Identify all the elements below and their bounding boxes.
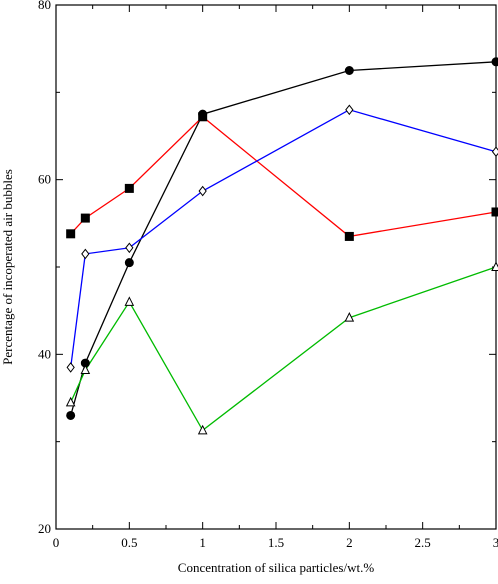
y-tick-label: 20	[38, 521, 51, 536]
series-1-point	[345, 67, 353, 75]
axis-ticks	[56, 5, 496, 529]
series-1-point	[125, 259, 133, 267]
x-tick-label: 1.5	[268, 535, 284, 550]
series-markers	[67, 58, 498, 434]
series-2-point	[125, 184, 133, 192]
series-1-point	[492, 58, 498, 66]
series-3-line	[71, 110, 496, 368]
series-4-point	[199, 426, 207, 434]
series-2-point	[199, 113, 207, 121]
series-2-point	[345, 232, 353, 240]
series-3-point	[82, 249, 89, 258]
x-tick-label: 3	[493, 535, 498, 550]
x-tick-label: 0	[53, 535, 60, 550]
x-axis-label: Concentration of silica particles/wt.%	[178, 560, 375, 575]
series-3-point	[346, 105, 353, 114]
series-4-line	[71, 267, 496, 430]
series-2-point	[67, 230, 75, 238]
series-3-point	[126, 243, 133, 252]
x-tick-label: 0.5	[121, 535, 137, 550]
series-2-line	[71, 117, 496, 237]
y-tick-label: 80	[38, 0, 51, 12]
y-axis-label: Percentage of incoperated air bubbles	[0, 169, 15, 365]
series-4-point	[125, 297, 133, 305]
series-3-point	[493, 147, 498, 156]
series-4-point	[67, 398, 75, 406]
series-3-point	[199, 187, 206, 196]
series-2-point	[81, 214, 89, 222]
x-tick-label: 1	[199, 535, 206, 550]
series-2-point	[492, 208, 498, 216]
x-tick-label: 2	[346, 535, 353, 550]
series-lines	[71, 62, 496, 431]
series-3-point	[67, 363, 74, 372]
plot-frame	[56, 5, 496, 529]
x-tick-label: 2.5	[415, 535, 431, 550]
series-1-line	[71, 62, 496, 416]
y-tick-label: 60	[38, 172, 51, 187]
series-1-point	[67, 411, 75, 419]
y-tick-label: 40	[38, 346, 51, 361]
